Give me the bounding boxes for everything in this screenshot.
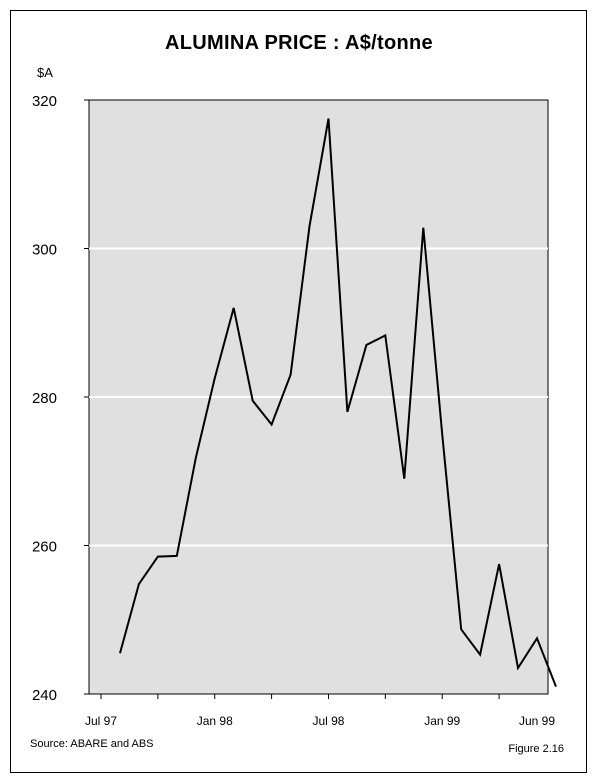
axis-layer: 240 260 280 300 320 Jul 97 Jan 98 Jul 98 Jan 99 J… (32, 93, 555, 728)
chart-title: ALUMINA PRICE : A$/tonne (165, 32, 433, 54)
chart-frame (10, 10, 587, 773)
y-tick-label: 240 (32, 687, 57, 704)
x-tick-label: Jan 98 (197, 714, 233, 728)
x-tick-label: Jul 98 (312, 714, 344, 728)
series-line (119, 118, 557, 687)
figure-number: Figure 2.16 (508, 743, 564, 755)
y-axis-unit-label: $A (37, 65, 53, 80)
y-tick-label: 260 (32, 539, 57, 556)
y-tick-label: 300 (32, 242, 57, 259)
x-tick-label: Jun 99 (519, 714, 555, 728)
x-tick-label: Jul 97 (85, 714, 117, 728)
y-tick-label: 280 (32, 390, 57, 407)
series-layer (119, 118, 557, 687)
grid-layer (89, 247, 548, 547)
y-tick-label: 320 (32, 93, 57, 110)
source-note: Source: ABARE and ABS (30, 738, 154, 750)
x-tick-label: Jan 99 (424, 714, 460, 728)
